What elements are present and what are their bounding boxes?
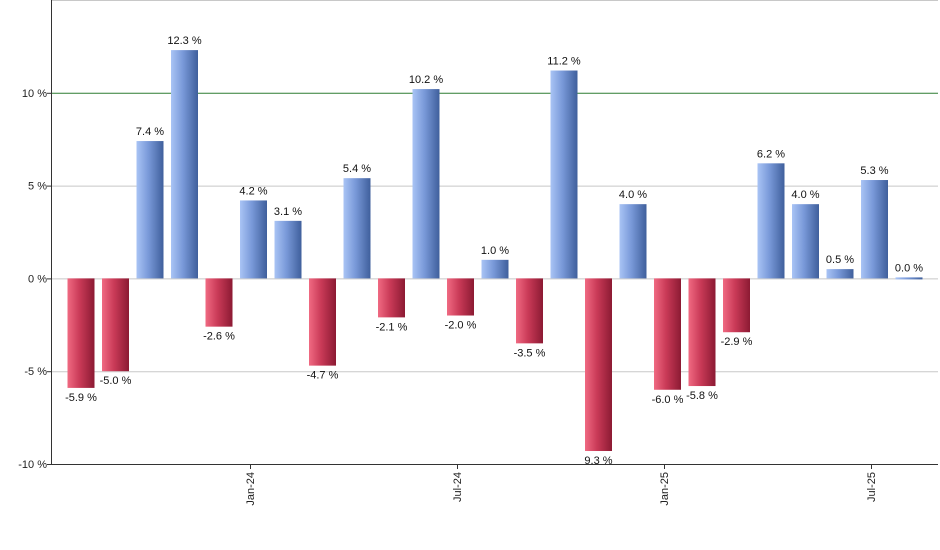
bar xyxy=(619,204,647,279)
data-label: 12.3 % xyxy=(167,35,201,47)
data-label: -3.5 % xyxy=(514,347,546,359)
bar xyxy=(378,278,405,318)
bar xyxy=(757,163,785,279)
bar xyxy=(447,278,474,316)
data-label: -2.1 % xyxy=(376,321,408,333)
bar xyxy=(792,204,819,279)
data-labels: -5.9 %-5.0 % 7.4 % 12.3 % -2.6 % 4.2 % 3.1 % -… xyxy=(65,35,923,467)
bar xyxy=(171,50,198,279)
bar xyxy=(240,200,267,279)
x-tick-label: Jan-24 xyxy=(245,472,257,506)
y-tick-label: 10 % xyxy=(22,88,47,100)
bar xyxy=(136,141,164,279)
data-label: 3.1 % xyxy=(274,206,302,218)
bar xyxy=(861,180,888,279)
bar xyxy=(67,278,95,388)
bar xyxy=(274,220,302,279)
data-label: 1.0 % xyxy=(481,245,509,257)
bar xyxy=(309,278,336,366)
data-label: 7.4 % xyxy=(136,126,164,138)
data-label: 6.2 % xyxy=(757,148,785,160)
x-tick-label: Jan-25 xyxy=(659,472,671,506)
data-label: 5.3 % xyxy=(860,165,888,177)
data-label: 10.2 % xyxy=(409,74,443,86)
bar xyxy=(826,269,854,279)
data-label: 5.4 % xyxy=(343,163,371,175)
y-tick-label: -10 % xyxy=(18,459,47,471)
bar xyxy=(481,259,509,279)
data-label: -2.6 % xyxy=(203,331,235,343)
data-label: -2.9 % xyxy=(721,336,753,348)
data-label: -5.9 % xyxy=(65,392,97,404)
data-label: 9.3 % xyxy=(584,455,612,467)
x-tick-label: Jul-25 xyxy=(866,472,878,502)
bar xyxy=(550,70,578,279)
bars xyxy=(67,50,923,452)
data-label: 0.0 % xyxy=(895,262,923,274)
data-label: 4.2 % xyxy=(239,185,267,197)
bar xyxy=(723,278,750,333)
data-label: 4.0 % xyxy=(791,189,819,201)
y-tick-label: -5 % xyxy=(24,366,47,378)
data-label: -6.0 % xyxy=(652,394,684,406)
data-label: 0.5 % xyxy=(826,254,854,266)
bar xyxy=(688,278,716,387)
data-label: -5.0 % xyxy=(100,375,132,387)
data-label: -2.0 % xyxy=(445,320,477,332)
data-label: -4.7 % xyxy=(307,370,339,382)
data-label: 11.2 % xyxy=(547,56,581,68)
y-tick-label: 0 % xyxy=(28,273,47,285)
bar xyxy=(654,278,681,390)
axes: 10 % 5 % 0 % -5 % -10 % Jan-24 Jul-24 Jan-25 Jul… xyxy=(18,0,938,506)
data-label: 4.0 % xyxy=(619,189,647,201)
bar xyxy=(343,178,371,279)
data-label: -5.8 % xyxy=(686,390,718,402)
x-tick-label: Jul-24 xyxy=(452,472,464,502)
bar xyxy=(205,278,233,327)
bar xyxy=(516,278,543,344)
y-tick-label: 5 % xyxy=(28,181,47,193)
bar xyxy=(895,277,923,280)
bar xyxy=(585,278,612,452)
bar xyxy=(102,278,129,372)
bar xyxy=(412,89,440,279)
